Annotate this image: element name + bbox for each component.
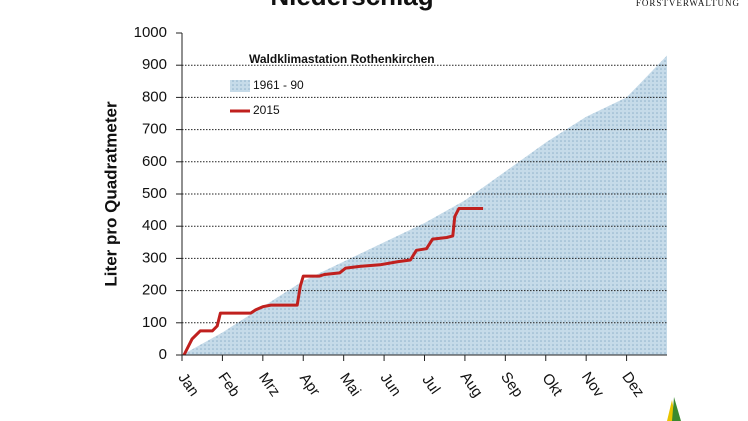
y-tick-label: 700 xyxy=(142,121,167,138)
x-tick-label: Aug xyxy=(457,369,486,401)
x-tick-label: Apr xyxy=(296,370,323,399)
x-tick-label: Jul xyxy=(418,372,443,397)
line xyxy=(182,207,484,356)
y-tick-label: 400 xyxy=(142,217,167,234)
legend-title: Waldklimastation Rothenkirchen xyxy=(249,52,435,66)
chart-title: Niederschlag xyxy=(270,0,433,11)
y-tick-label: 800 xyxy=(142,88,167,105)
x-tick-label: Dez xyxy=(618,369,647,401)
x-tick-label: Mrz xyxy=(255,370,283,400)
area xyxy=(182,55,667,355)
y-tick-label: 0 xyxy=(159,346,167,363)
y-tick-label: 500 xyxy=(142,185,167,202)
x-tick-label: Mai xyxy=(336,370,364,400)
y-tick-label: 300 xyxy=(142,249,167,266)
x-tick-label: Feb xyxy=(214,369,243,400)
legend-label: 2015 xyxy=(253,103,280,117)
logo xyxy=(667,397,681,421)
x-tick-label: Jun xyxy=(377,370,405,400)
y-tick-label: 600 xyxy=(142,153,167,170)
y-tick-label: 100 xyxy=(142,314,167,331)
y-tick-label: 200 xyxy=(142,282,167,299)
y-tick-label: 1000 xyxy=(134,24,167,41)
x-tick-label: Nov xyxy=(578,369,608,401)
x-tick-label: Jan xyxy=(175,370,203,400)
brand: FORSTVERWALTUNG xyxy=(636,0,740,8)
y-tick-label: 900 xyxy=(142,56,167,73)
legend-label: 1961 - 90 xyxy=(253,78,304,92)
legend-swatch xyxy=(230,80,250,92)
x-tick-label: Sep xyxy=(497,369,526,401)
x-tick-label: Okt xyxy=(539,370,567,400)
y-axis-label: Liter pro Quadratmeter xyxy=(101,101,120,287)
